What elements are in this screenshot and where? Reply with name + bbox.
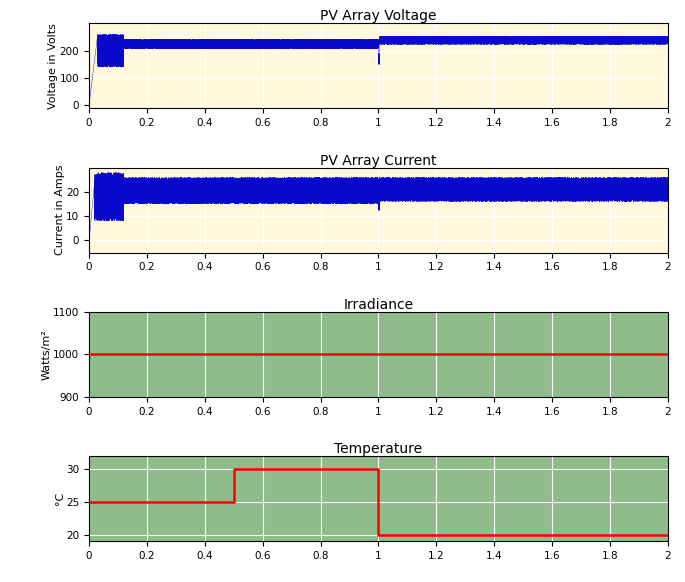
Y-axis label: °C: °C [55,492,64,505]
Y-axis label: Voltage in Volts: Voltage in Volts [49,23,58,109]
Title: PV Array Current: PV Array Current [320,154,437,168]
Title: PV Array Voltage: PV Array Voltage [320,9,437,23]
Title: Irradiance: Irradiance [343,298,414,312]
Y-axis label: Watts/m²: Watts/m² [42,329,51,380]
Y-axis label: Current in Amps: Current in Amps [55,165,65,255]
Title: Temperature: Temperature [334,442,423,456]
